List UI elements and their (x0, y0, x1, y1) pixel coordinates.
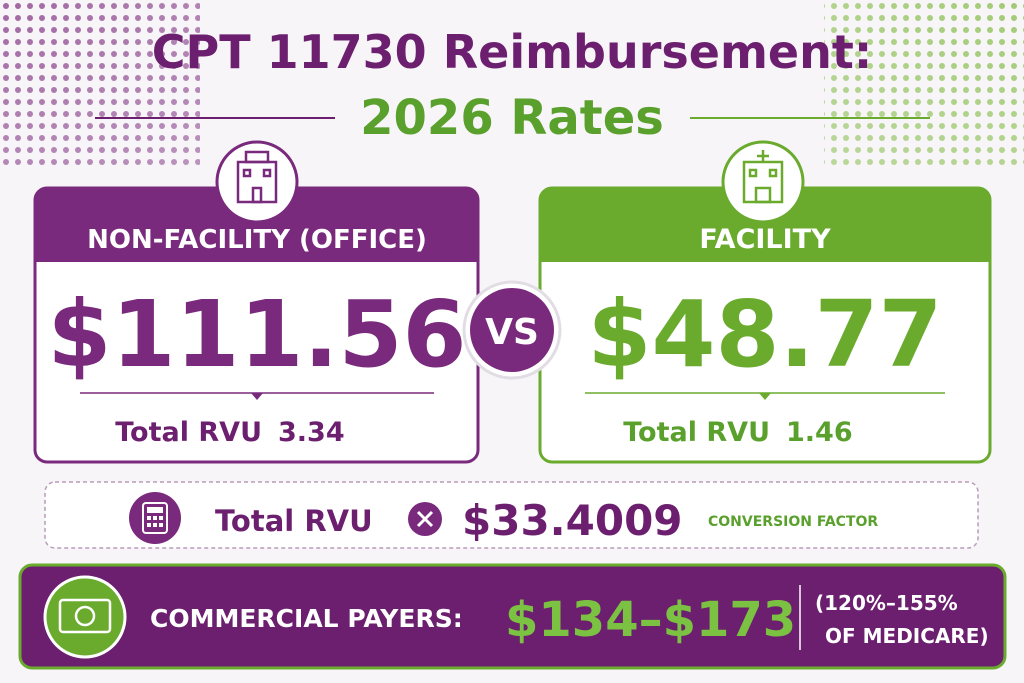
card-header: FACILITY (699, 224, 831, 255)
formula-factor: $33.4009 (462, 496, 683, 545)
commercial-note: OF MEDICARE) (825, 624, 989, 648)
commercial-label: COMMERCIAL PAYERS: (150, 604, 463, 633)
rvu-label: Total RVU (623, 417, 770, 448)
card-header: NON-FACILITY (OFFICE) (87, 225, 427, 255)
rvu-label: Total RVU (115, 417, 262, 448)
card: NON-FACILITY (OFFICE) $111.56 Total RVU … (33, 140, 480, 464)
vs-text: VS (485, 312, 539, 353)
rvu-value: 1.46 (786, 417, 853, 448)
vs-badge (470, 288, 554, 372)
rvu-value: 3.34 (278, 417, 345, 448)
factor-label: CONVERSION FACTOR (708, 514, 878, 530)
subtitle: 2026 Rates (360, 90, 664, 146)
commercial-range: $134–$173 (505, 592, 796, 648)
title: CPT 11730 Reimbursement: (152, 25, 872, 79)
card: FACILITY $48.77 Total RVU 1.46 (538, 140, 992, 464)
commercial-note: (120%–155% (815, 591, 958, 615)
commercial-band: COMMERCIAL PAYERS: $134–$173 (120%–155% … (18, 563, 1007, 670)
formula: Total RVU $33.4009 CONVERSION FACTOR (44, 481, 979, 549)
amount: $48.77 (587, 281, 942, 388)
amount: $111.56 (47, 281, 466, 388)
halftone (824, 0, 1024, 170)
formula-term: Total RVU (215, 504, 373, 538)
halftone (0, 0, 200, 170)
